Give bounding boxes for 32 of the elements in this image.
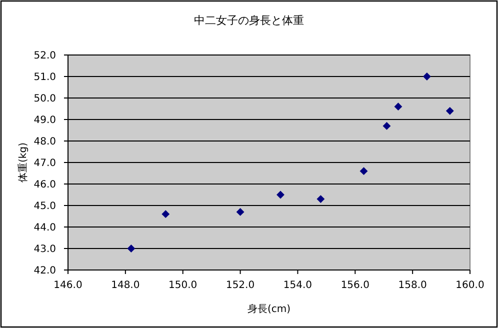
- point: [127, 244, 136, 252]
- y-tick-label: 44.0: [34, 222, 56, 234]
- point: [316, 195, 325, 204]
- x-axis-title: 身長(cm): [247, 303, 291, 315]
- chart-title: 中二女子の身長と体重: [194, 14, 304, 27]
- point: [422, 72, 431, 80]
- point: [236, 208, 244, 216]
- x-tick-label: 154.0: [283, 280, 312, 291]
- y-tick-label: 47.0: [34, 158, 56, 169]
- x-tick-label: 150.0: [168, 280, 198, 291]
- y-tick-label: 51.0: [34, 72, 56, 83]
- y-tick-label: 43.0: [34, 244, 56, 255]
- point: [394, 102, 402, 111]
- x-tick-label: 152.0: [226, 280, 255, 291]
- x-tick-label: 160.0: [456, 280, 484, 291]
- y-tick-label: 48.0: [34, 136, 56, 148]
- point: [382, 122, 391, 130]
- y-tick-label: 49.0: [34, 115, 56, 126]
- point: [162, 210, 170, 218]
- point: [276, 190, 284, 199]
- y-tick-label: 52.0: [34, 50, 56, 62]
- x-tick-label: 156.0: [340, 280, 370, 291]
- point: [446, 106, 454, 115]
- point: [360, 167, 368, 176]
- x-tick-label: 146.0: [54, 280, 82, 291]
- x-tick-label: 148.0: [111, 280, 140, 291]
- y-tick-label: 46.0: [34, 180, 56, 190]
- y-tick-label: 42.0: [34, 266, 56, 276]
- y-axis-title: 体重(kg): [17, 142, 29, 182]
- y-tick-label: 45.0: [34, 201, 56, 212]
- y-tick-label: 50.0: [34, 94, 56, 104]
- x-tick-label: 158.0: [398, 280, 427, 291]
